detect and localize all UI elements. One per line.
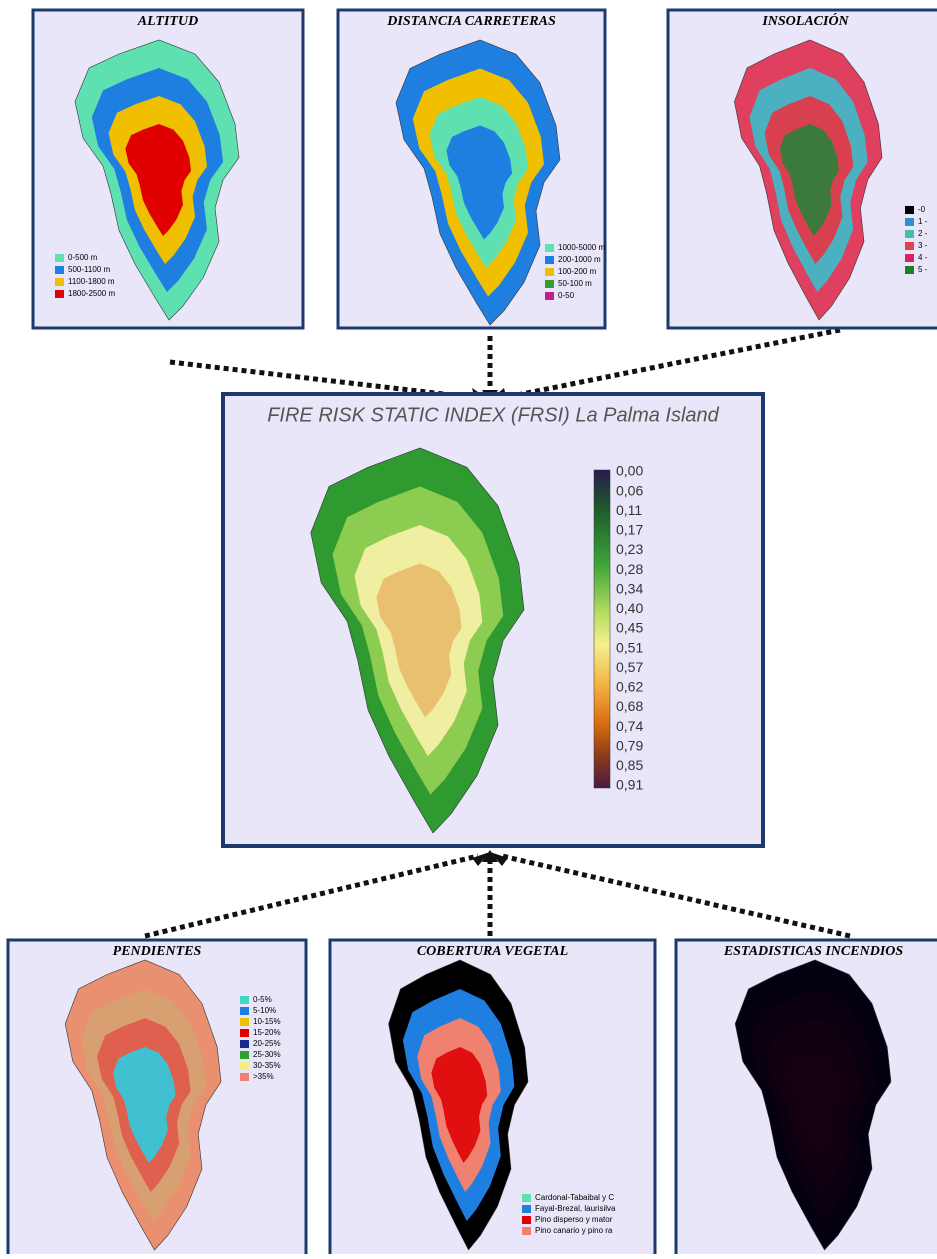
- legend-swatch: [522, 1194, 531, 1202]
- legend-label: 500-1100 m: [68, 265, 110, 274]
- legend-swatch: [240, 1051, 249, 1059]
- scale-label: 0,17: [616, 522, 643, 538]
- panel-title: ALTITUD: [137, 14, 198, 29]
- panel-title: DISTANCIA CARRETERAS: [386, 14, 556, 29]
- legend-label: 25-30%: [253, 1050, 281, 1059]
- panel-title: ESTADISTICAS INCENDIOS: [723, 944, 904, 959]
- legend-swatch: [55, 266, 64, 274]
- scale-label: 0,45: [616, 620, 643, 636]
- scale-label: 0,28: [616, 561, 643, 577]
- panel-title: PENDIENTES: [113, 944, 202, 959]
- legend-label: Fayal-Brezal, laurisilva: [535, 1204, 616, 1213]
- legend-swatch: [905, 218, 914, 226]
- legend-label: 4 -: [918, 253, 928, 262]
- legend-label: 1 -: [918, 217, 928, 226]
- legend-label: 50-100 m: [558, 279, 592, 288]
- legend-label: 1000-5000 m: [558, 243, 605, 252]
- legend-label: 3 -: [918, 241, 928, 250]
- legend-label: 1800-2500 m: [68, 289, 115, 298]
- legend-swatch: [905, 254, 914, 262]
- scale-label: 0,91: [616, 777, 643, 793]
- scale-label: 0,57: [616, 659, 643, 675]
- center-title: FIRE RISK STATIC INDEX (FRSI) La Palma I…: [267, 404, 719, 426]
- scale-label: 0,00: [616, 463, 643, 479]
- legend-label: 5-10%: [253, 1006, 276, 1015]
- legend-swatch: [545, 244, 554, 252]
- legend-label: Cardonal-Tabaibal y C: [535, 1193, 614, 1202]
- legend-swatch: [55, 254, 64, 262]
- legend-swatch: [240, 1018, 249, 1026]
- legend-label: 0-500 m: [68, 253, 98, 262]
- legend-swatch: [522, 1216, 531, 1224]
- legend-swatch: [240, 1029, 249, 1037]
- legend-swatch: [55, 290, 64, 298]
- legend-label: 200-1000 m: [558, 255, 601, 264]
- legend-swatch: [905, 242, 914, 250]
- legend-swatch: [240, 1007, 249, 1015]
- legend-label: Pino canario y pino ra: [535, 1226, 613, 1235]
- legend-swatch: [545, 268, 554, 276]
- legend-swatch: [240, 1062, 249, 1070]
- legend-label: 15-20%: [253, 1028, 281, 1037]
- color-scale-bar: [594, 470, 610, 788]
- scale-label: 0,62: [616, 679, 643, 695]
- legend-label: 0-5%: [253, 995, 272, 1004]
- scale-label: 0,11: [616, 502, 642, 518]
- legend-label: 0-50: [558, 291, 575, 300]
- legend-swatch: [545, 256, 554, 264]
- legend-swatch: [545, 280, 554, 288]
- legend-swatch: [240, 1040, 249, 1048]
- legend-label: Pino disperso y mator: [535, 1215, 613, 1224]
- scale-label: 0,34: [616, 580, 643, 596]
- legend-swatch: [240, 1073, 249, 1081]
- legend-label: 20-25%: [253, 1039, 281, 1048]
- legend-swatch: [905, 206, 914, 214]
- panel-title: COBERTURA VEGETAL: [417, 944, 568, 959]
- legend-label: 1100-1800 m: [68, 277, 115, 286]
- scale-label: 0,23: [616, 541, 643, 557]
- legend-swatch: [240, 996, 249, 1004]
- panel-title: INSOLACIÓN: [761, 12, 849, 29]
- legend-label: 5 -: [918, 265, 928, 274]
- legend-swatch: [905, 266, 914, 274]
- legend-label: >35%: [253, 1072, 274, 1081]
- scale-label: 0,85: [616, 757, 643, 773]
- scale-label: 0,74: [616, 718, 643, 734]
- legend-label: 10-15%: [253, 1017, 281, 1026]
- legend-swatch: [522, 1205, 531, 1213]
- legend-label: 2 -: [918, 229, 928, 238]
- scale-label: 0,51: [616, 639, 643, 655]
- legend-label: -0: [918, 205, 926, 214]
- legend-label: 30-35%: [253, 1061, 281, 1070]
- scale-label: 0,79: [616, 737, 643, 753]
- legend-label: 100-200 m: [558, 267, 597, 276]
- legend-swatch: [522, 1227, 531, 1235]
- legend-swatch: [905, 230, 914, 238]
- scale-label: 0,68: [616, 698, 643, 714]
- legend-swatch: [55, 278, 64, 286]
- diagram: ALTITUD 0-500 m 500-1100 m 1100-1800 m 1800-…: [0, 0, 937, 1254]
- scale-label: 0,06: [616, 482, 643, 498]
- legend-swatch: [545, 292, 554, 300]
- scale-label: 0,40: [616, 600, 643, 616]
